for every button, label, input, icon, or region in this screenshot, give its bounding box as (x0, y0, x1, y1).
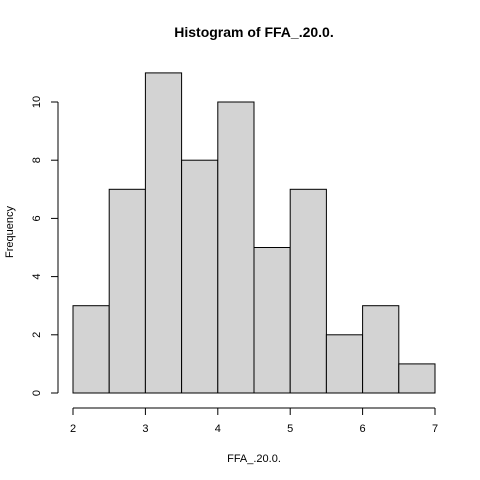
x-tick-label: 7 (432, 423, 438, 435)
histogram-bar (253, 247, 291, 394)
x-tick-label: 6 (360, 423, 366, 435)
x-axis-label: FFA_.20.0. (227, 453, 281, 465)
histogram-bar (181, 159, 219, 394)
y-tick-label: 0 (31, 390, 43, 396)
histogram-bar (325, 334, 364, 394)
histogram-bar (72, 305, 110, 394)
histogram-bar (144, 72, 183, 394)
y-axis-label: Frequency (4, 206, 16, 258)
y-tick-label: 10 (31, 96, 43, 108)
x-tick-label: 2 (70, 423, 76, 435)
x-tick-label: 4 (215, 423, 221, 435)
histogram-bar (217, 101, 255, 394)
y-tick-label: 8 (31, 157, 43, 163)
bars-group (72, 72, 436, 394)
histogram-bar (108, 188, 146, 394)
y-tick-label: 2 (31, 332, 43, 338)
histogram-bar (398, 363, 436, 394)
histogram-bar (362, 305, 400, 394)
x-tick-label: 3 (142, 423, 148, 435)
y-tick-label: 6 (31, 215, 43, 221)
x-axis: 2 3 4 5 6 7 (70, 407, 438, 435)
x-tick-label: 5 (287, 423, 293, 435)
histogram-bar (289, 188, 327, 394)
y-tick-label: 4 (31, 274, 43, 280)
chart-title: Histogram of FFA_.20.0. (174, 24, 333, 40)
y-axis: 0 2 4 6 8 10 (31, 96, 59, 396)
